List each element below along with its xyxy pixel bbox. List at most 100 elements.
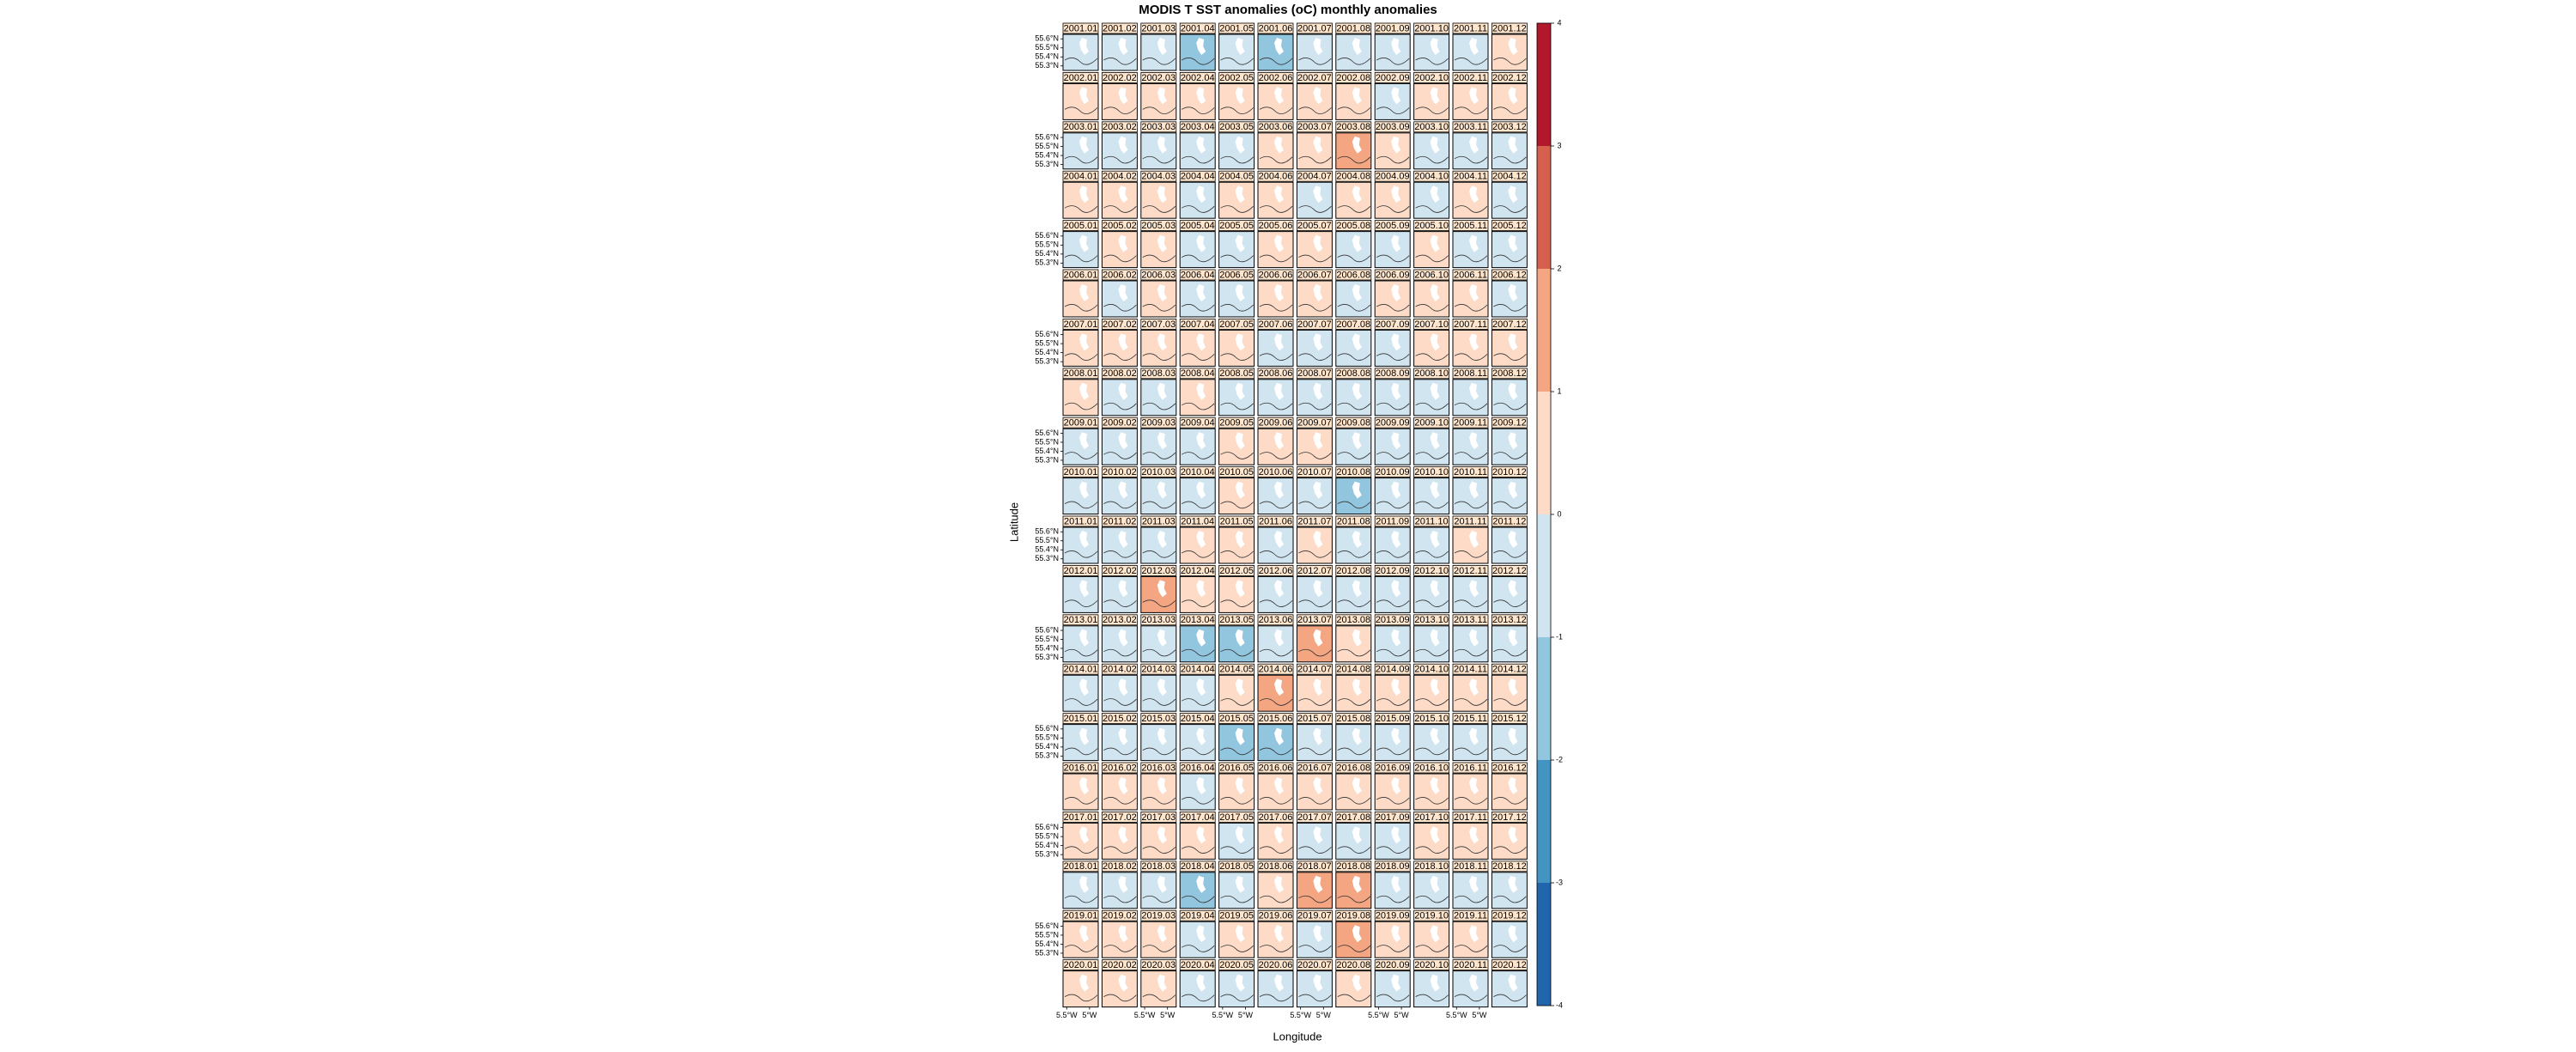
panel xyxy=(1374,329,1411,367)
panel xyxy=(1179,921,1216,958)
contour xyxy=(1181,402,1215,410)
strip xyxy=(1452,121,1489,133)
panel-label: 2017.10 xyxy=(1414,812,1449,823)
panel xyxy=(1218,477,1255,515)
land xyxy=(1391,432,1401,450)
contour xyxy=(1298,797,1332,805)
panel xyxy=(1296,280,1333,318)
strip xyxy=(1140,909,1177,921)
panel-label: 2019.06 xyxy=(1259,911,1293,921)
panel xyxy=(1179,329,1216,367)
contour xyxy=(1493,599,1527,607)
strip xyxy=(1140,812,1177,823)
land xyxy=(1430,580,1440,598)
contour xyxy=(1259,353,1293,361)
panel xyxy=(1101,132,1138,170)
panel-label: 2012.02 xyxy=(1103,566,1137,576)
y-tick-label: 55.6°N xyxy=(1035,132,1059,141)
contour xyxy=(1259,304,1293,312)
panel xyxy=(1491,575,1528,613)
contour xyxy=(1337,797,1371,805)
strip xyxy=(1374,121,1411,133)
y-tick-label: 55.4°N xyxy=(1035,52,1059,61)
panel-label: 2010.08 xyxy=(1336,467,1370,477)
contour xyxy=(1103,304,1137,312)
contour xyxy=(1259,747,1293,756)
contour xyxy=(1454,599,1488,607)
strip xyxy=(1374,565,1411,576)
contour xyxy=(1415,155,1449,164)
land xyxy=(1313,382,1323,400)
strip xyxy=(1374,860,1411,873)
contour xyxy=(1493,994,1527,1002)
panel-label: 2011.11 xyxy=(1454,516,1486,526)
panel xyxy=(1491,428,1528,465)
panel xyxy=(1101,231,1138,269)
y-tick-label: 55.5°N xyxy=(1035,635,1059,643)
panel xyxy=(1296,575,1333,613)
contour xyxy=(1142,106,1176,114)
land xyxy=(1391,333,1401,351)
strip xyxy=(1179,318,1216,330)
panel-label: 2017.12 xyxy=(1492,812,1527,823)
y-tick-label: 55.3°N xyxy=(1035,850,1059,859)
contour xyxy=(1454,452,1488,459)
land xyxy=(1235,777,1245,794)
panel xyxy=(1491,82,1528,120)
panel xyxy=(1491,181,1528,219)
panel xyxy=(1179,625,1216,663)
land xyxy=(1196,974,1206,992)
panel-label: 2019.03 xyxy=(1141,911,1176,921)
contour xyxy=(1220,797,1254,805)
colorbar-tick-label: -2 xyxy=(1556,755,1563,763)
land xyxy=(1469,531,1479,548)
contour xyxy=(1337,648,1371,657)
contour xyxy=(1181,994,1215,1002)
x-axis-label: Longitude xyxy=(1273,1030,1321,1043)
strip xyxy=(1062,515,1099,527)
panel-label: 2016.11 xyxy=(1454,763,1487,773)
panel xyxy=(1218,280,1255,318)
strip xyxy=(1297,515,1333,527)
contour xyxy=(1181,353,1215,361)
strip xyxy=(1179,170,1216,182)
contour xyxy=(1298,994,1332,1002)
panel xyxy=(1257,822,1294,860)
panel xyxy=(1062,724,1099,762)
strip xyxy=(1257,565,1294,576)
colorbar-band xyxy=(1537,514,1551,637)
strip xyxy=(1218,417,1255,429)
y-tick-label: 55.5°N xyxy=(1035,142,1059,150)
land xyxy=(1196,87,1206,105)
contour xyxy=(1220,994,1254,1002)
land xyxy=(1469,925,1479,943)
panel xyxy=(1296,773,1333,811)
panel xyxy=(1140,872,1177,909)
contour xyxy=(1181,945,1215,952)
panel-label: 2004.06 xyxy=(1259,172,1293,182)
land xyxy=(1313,87,1323,105)
land xyxy=(1508,432,1518,450)
strip xyxy=(1140,417,1177,429)
panel-label: 2018.09 xyxy=(1376,861,1410,872)
y-tick-label: 55.4°N xyxy=(1035,742,1059,751)
contour xyxy=(1454,58,1488,65)
panel-label: 2017.02 xyxy=(1103,812,1137,823)
land xyxy=(1430,333,1440,351)
land xyxy=(1391,925,1401,943)
panel-label: 2014.05 xyxy=(1219,665,1254,675)
panel-label: 2012.05 xyxy=(1219,566,1254,576)
contour xyxy=(1142,155,1176,164)
panel-label: 2003.05 xyxy=(1219,122,1254,132)
strip xyxy=(1218,860,1255,873)
strip xyxy=(1140,663,1177,675)
contour xyxy=(1181,648,1215,657)
strip xyxy=(1102,72,1138,83)
strip xyxy=(1102,762,1138,774)
land xyxy=(1508,38,1518,55)
contour xyxy=(1337,155,1371,164)
strip xyxy=(1492,812,1528,823)
contour xyxy=(1142,994,1176,1002)
panel xyxy=(1101,379,1138,417)
panel xyxy=(1257,428,1294,465)
